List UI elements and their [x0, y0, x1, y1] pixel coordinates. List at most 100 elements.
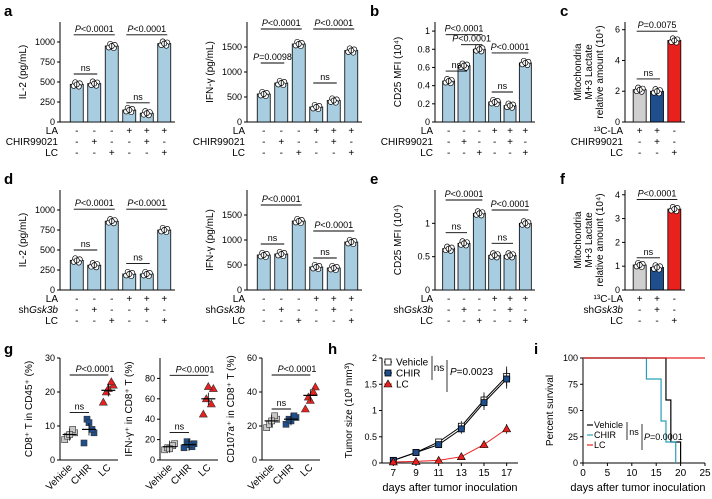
- significance-label: P<0.0001: [76, 364, 115, 374]
- treatment-sign: -: [315, 137, 318, 148]
- y-tick-label: 30: [45, 353, 55, 363]
- treatment-sign: -: [673, 137, 676, 148]
- bar: [650, 90, 664, 123]
- significance-label: ns: [175, 421, 185, 431]
- treatment-sign: +: [461, 137, 467, 148]
- y-tick-label: 0.6: [417, 62, 430, 72]
- significance-label: P<0.0001: [262, 194, 301, 204]
- treatment-sign: +: [476, 148, 482, 159]
- treatment-row-label: LA: [233, 126, 246, 137]
- legend-label: Vehicle: [594, 420, 623, 430]
- treatment-sign: +: [671, 316, 677, 327]
- legend-label: CHIR: [396, 369, 420, 380]
- treatment-sign: -: [655, 316, 658, 327]
- y-tick-label: 6: [615, 25, 620, 35]
- y-tick-label: 25: [568, 432, 578, 442]
- y-tick-label: 20: [145, 435, 155, 445]
- bar: [87, 83, 102, 123]
- treatment-sign: +: [507, 305, 513, 316]
- bar: [457, 242, 471, 291]
- significance-label: P<0.0001: [127, 198, 166, 208]
- legend-label: LC: [396, 380, 409, 391]
- treatment-sign: +: [348, 148, 354, 159]
- treatment-sign: +: [522, 126, 528, 137]
- bar: [442, 248, 456, 291]
- data-point: [300, 404, 310, 413]
- treatment-sign: +: [278, 305, 284, 316]
- treatment-sign: -: [493, 316, 496, 327]
- x-axis-title: days after tumor inoculation: [382, 482, 517, 494]
- treatment-sign: -: [462, 316, 465, 327]
- treatment-sign: +: [313, 294, 319, 305]
- y-axis-title: IL-2 (pg/mL): [18, 45, 29, 99]
- x-tick-label: 11: [433, 468, 444, 479]
- treatment-sign: -: [638, 316, 641, 327]
- treatment-row-label: LA: [46, 126, 59, 137]
- treatment-sign: -: [262, 305, 265, 316]
- treatment-sign: +: [331, 294, 337, 305]
- y-tick-label: 0: [425, 117, 430, 127]
- treatment-row-label: ¹³C-LA: [594, 126, 624, 137]
- chart-d2: 0 500 1000 1500 ns ns P<0.0001 P<0.0001 IFN-γ (p…: [205, 190, 362, 327]
- treatment-sign: +: [522, 316, 528, 327]
- significance-label: ns: [277, 398, 287, 408]
- bar: [457, 65, 471, 123]
- treatment-sign: -: [447, 137, 450, 148]
- treatment-sign: -: [508, 148, 511, 159]
- chart-d1: 0 250 500 750 1000 ns ns P<0.0001 P<0.0001 IL-2 (…: [18, 190, 175, 327]
- treatment-row-label: LA: [46, 294, 59, 305]
- x-tick-label: 15: [478, 468, 490, 479]
- treatment-sign: +: [654, 305, 660, 316]
- treatment-sign: -: [508, 316, 511, 327]
- treatment-sign: +: [331, 305, 337, 316]
- significance-label: P<0.0001: [127, 24, 166, 34]
- significance-label: ns: [644, 247, 654, 257]
- y-tick-label: 4: [615, 55, 620, 65]
- y-tick-label: 250: [40, 265, 55, 275]
- bar: [472, 212, 486, 291]
- treatment-sign: +: [331, 137, 337, 148]
- treatment-sign: +: [507, 137, 513, 148]
- series-line: [393, 378, 508, 461]
- treatment-sign: +: [161, 126, 167, 137]
- ns-label: ns: [629, 427, 639, 437]
- chart-b: 00.20.40.60.81nsP<0.0001P<0.0001nsP<0.00…: [381, 22, 535, 159]
- treatment-sign: -: [638, 137, 641, 148]
- legend-label: Vehicle: [396, 358, 429, 369]
- treatment-sign: -: [478, 294, 481, 305]
- treatment-sign: -: [462, 126, 465, 137]
- y-tick-label: 3: [615, 214, 620, 224]
- treatment-row-label: LC: [420, 316, 433, 327]
- treatment-sign: +: [461, 305, 467, 316]
- treatment-sign: -: [75, 137, 78, 148]
- y-tick-label: 0: [50, 117, 55, 127]
- treatment-sign: +: [161, 316, 167, 327]
- data-point: [98, 397, 108, 406]
- treatment-sign: -: [493, 305, 496, 316]
- treatment-sign: +: [109, 316, 115, 327]
- significance-label: ns: [498, 81, 508, 91]
- significance-label: P<0.0001: [491, 199, 530, 209]
- bar: [344, 241, 359, 291]
- treatment-row-label: shGsk3b: [394, 305, 434, 316]
- y-tick-label: 500: [227, 92, 242, 102]
- significance-label: P<0.0001: [314, 220, 353, 230]
- data-point: [203, 381, 213, 390]
- treatment-row-label: LC: [232, 148, 245, 159]
- x-tick-label: 5: [605, 468, 611, 479]
- y-tick-label: 2: [372, 353, 377, 363]
- data-point: [479, 440, 489, 448]
- ns-label: ns: [434, 363, 445, 374]
- y-tick-label: 1000: [35, 205, 55, 215]
- treatment-sign: +: [522, 294, 528, 305]
- bar: [69, 84, 84, 123]
- bar: [632, 89, 647, 123]
- treatment-sign: -: [280, 126, 283, 137]
- treatment-sign: -: [673, 294, 676, 305]
- data-point: [503, 375, 511, 383]
- treatment-sign: +: [654, 126, 660, 137]
- treatment-row-label: LC: [610, 148, 623, 159]
- data-point: [411, 456, 421, 465]
